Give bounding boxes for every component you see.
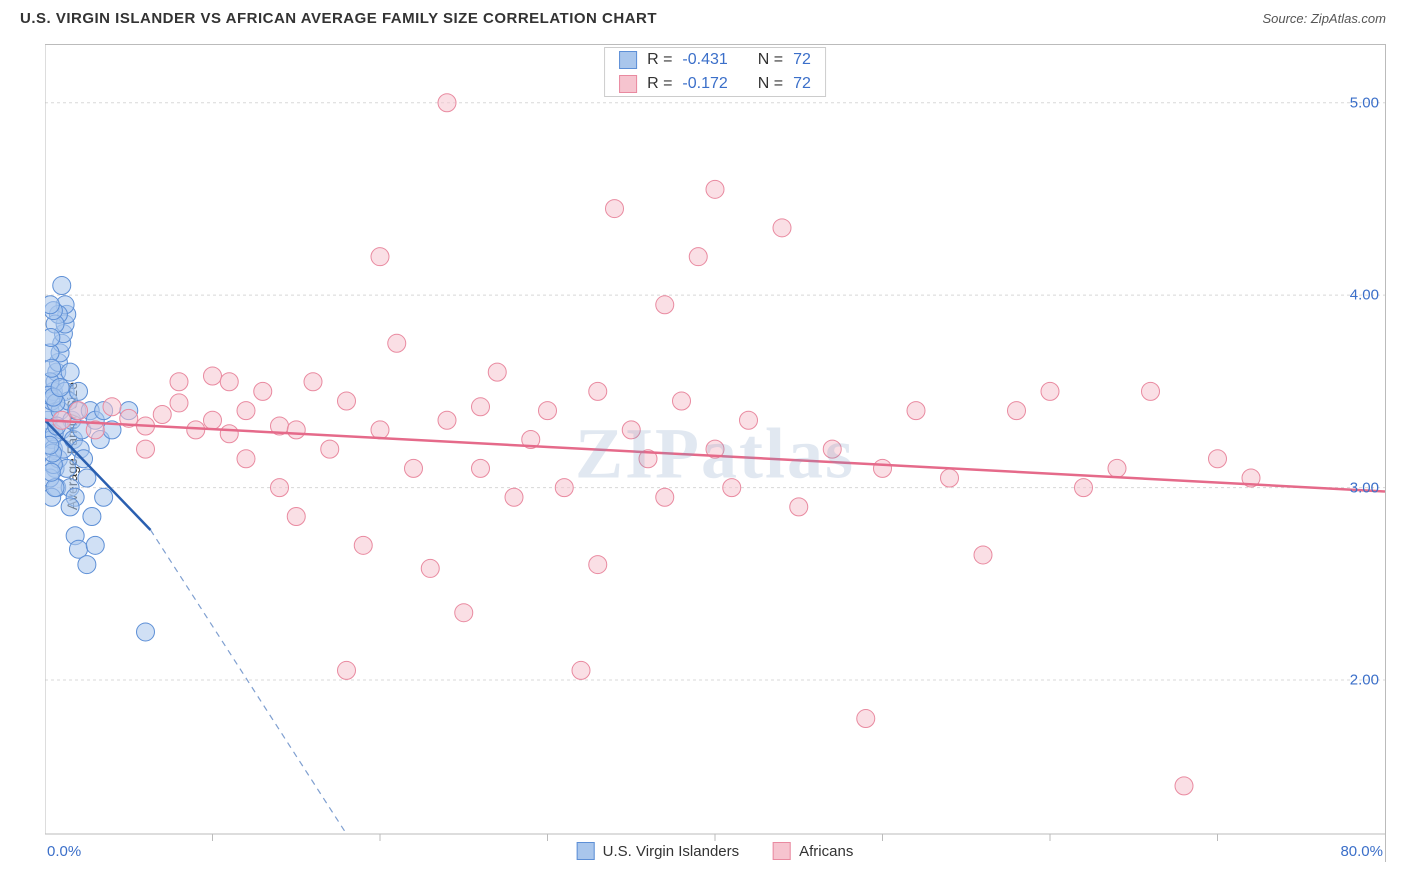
swatch-series-1-b xyxy=(773,842,791,860)
stat-legend: R = -0.431 N = 72 R = -0.172 N = 72 xyxy=(604,47,826,97)
legend-item-0: U.S. Virgin Islanders xyxy=(577,842,739,860)
swatch-series-0 xyxy=(619,51,637,69)
stat-row-series-0: R = -0.431 N = 72 xyxy=(605,48,825,72)
y-tick-label: 5.00 xyxy=(1350,94,1379,111)
chart-area: ZIPatlas R = -0.431 N = 72 R = -0.172 N … xyxy=(45,44,1386,862)
scatter-plot xyxy=(45,45,1385,862)
source-label: Source: ZipAtlas.com xyxy=(1262,11,1386,26)
bottom-legend: U.S. Virgin Islanders Africans xyxy=(577,842,854,860)
swatch-series-0-b xyxy=(577,842,595,860)
y-tick-label: 2.00 xyxy=(1350,672,1379,689)
x-axis-min: 0.0% xyxy=(47,843,81,860)
y-tick-label: 4.00 xyxy=(1350,287,1379,304)
swatch-series-1 xyxy=(619,75,637,93)
legend-item-1: Africans xyxy=(773,842,853,860)
y-tick-label: 3.00 xyxy=(1350,479,1379,496)
stat-row-series-1: R = -0.172 N = 72 xyxy=(605,72,825,96)
x-axis-max: 80.0% xyxy=(1340,843,1383,860)
chart-title: U.S. VIRGIN ISLANDER VS AFRICAN AVERAGE … xyxy=(20,10,657,27)
